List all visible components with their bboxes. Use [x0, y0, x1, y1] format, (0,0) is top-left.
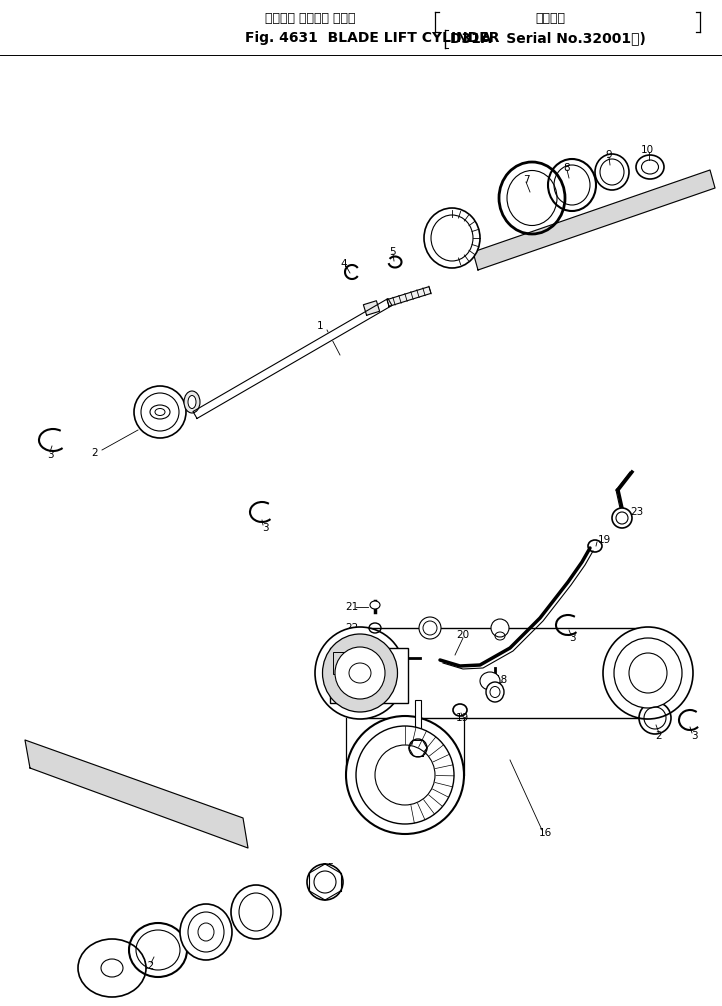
Ellipse shape — [409, 739, 427, 757]
Text: 21: 21 — [345, 602, 359, 612]
Text: 5: 5 — [388, 247, 396, 257]
Text: 9: 9 — [606, 150, 612, 160]
Text: 6: 6 — [450, 223, 456, 233]
Ellipse shape — [486, 682, 504, 702]
Text: 19: 19 — [456, 713, 469, 723]
Ellipse shape — [78, 939, 146, 997]
Ellipse shape — [141, 393, 179, 431]
Ellipse shape — [335, 647, 385, 699]
Text: 8: 8 — [564, 163, 570, 173]
Ellipse shape — [431, 215, 473, 261]
Bar — [330, 648, 408, 703]
Ellipse shape — [356, 726, 454, 824]
Text: 3: 3 — [691, 731, 697, 741]
Text: 3: 3 — [47, 450, 53, 460]
Text: 2: 2 — [656, 731, 662, 741]
Bar — [333, 652, 363, 674]
Text: 3: 3 — [569, 633, 575, 643]
Ellipse shape — [419, 617, 441, 639]
Text: 15: 15 — [321, 863, 334, 873]
Text: 22: 22 — [345, 623, 359, 633]
Ellipse shape — [370, 601, 380, 609]
Text: D31A   Serial No.32001～): D31A Serial No.32001～) — [450, 31, 646, 45]
Text: 20: 20 — [456, 630, 469, 640]
Ellipse shape — [480, 672, 500, 690]
Text: 23: 23 — [630, 507, 643, 517]
Text: Fig. 4631  BLADE LIFT CYLINDER: Fig. 4631 BLADE LIFT CYLINDER — [245, 31, 500, 45]
Ellipse shape — [614, 638, 682, 708]
Ellipse shape — [315, 627, 405, 719]
Polygon shape — [387, 287, 431, 307]
Ellipse shape — [180, 904, 232, 960]
Text: 2: 2 — [92, 448, 98, 458]
Text: 7: 7 — [523, 175, 529, 185]
Bar — [360, 628, 648, 718]
Polygon shape — [193, 299, 392, 418]
Polygon shape — [25, 740, 248, 848]
Ellipse shape — [134, 386, 186, 438]
Ellipse shape — [150, 405, 170, 420]
Text: 13: 13 — [189, 943, 203, 953]
Ellipse shape — [424, 208, 480, 268]
Text: 10: 10 — [640, 145, 653, 155]
Ellipse shape — [346, 716, 464, 834]
Ellipse shape — [184, 391, 200, 413]
Text: 17: 17 — [393, 747, 406, 757]
Text: ブレード リフトシ リンダ: ブレード リフトシ リンダ — [265, 11, 355, 24]
Ellipse shape — [155, 408, 165, 415]
Text: 14: 14 — [241, 921, 255, 931]
Ellipse shape — [491, 619, 509, 637]
Ellipse shape — [307, 864, 343, 900]
Text: 19: 19 — [598, 535, 612, 545]
Ellipse shape — [188, 395, 196, 408]
Polygon shape — [473, 170, 715, 270]
Text: 4: 4 — [341, 259, 347, 269]
Ellipse shape — [603, 627, 693, 719]
Text: 12: 12 — [142, 961, 155, 971]
Text: 1: 1 — [317, 321, 323, 331]
Ellipse shape — [231, 885, 281, 939]
Polygon shape — [363, 301, 380, 315]
Text: 16: 16 — [539, 828, 552, 838]
Text: 11: 11 — [101, 977, 115, 987]
Text: 3: 3 — [261, 523, 269, 533]
Text: 18: 18 — [495, 675, 508, 685]
Ellipse shape — [612, 508, 632, 528]
Text: 適用号機: 適用号機 — [535, 11, 565, 24]
Bar — [415, 700, 421, 748]
Ellipse shape — [323, 634, 398, 712]
